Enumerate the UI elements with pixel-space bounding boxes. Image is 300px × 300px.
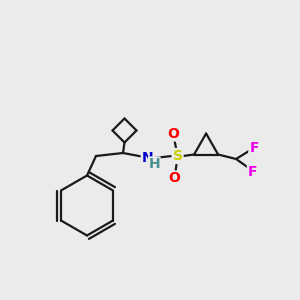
Text: O: O xyxy=(167,127,179,140)
Text: F: F xyxy=(249,141,259,154)
Text: F: F xyxy=(248,165,257,178)
Text: N: N xyxy=(142,151,153,164)
Text: O: O xyxy=(169,172,181,185)
Text: S: S xyxy=(172,149,183,163)
Text: H: H xyxy=(148,157,160,171)
